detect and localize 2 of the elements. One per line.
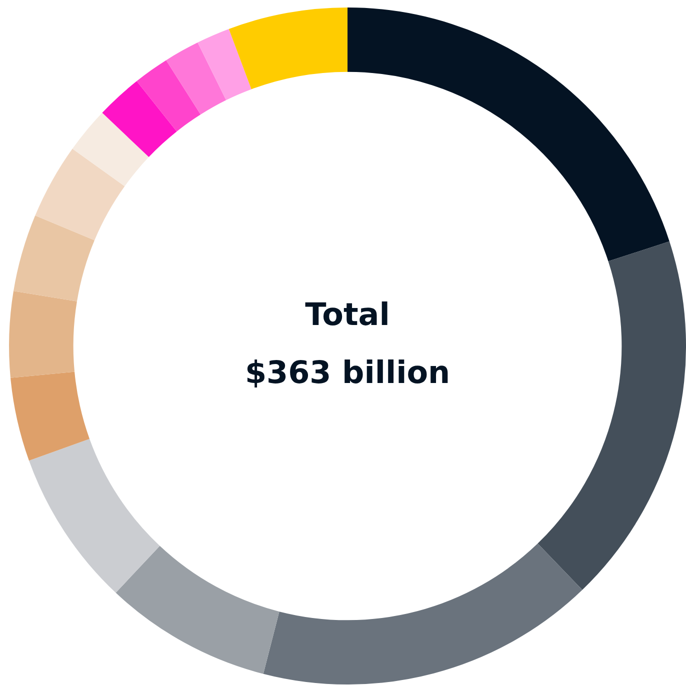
text: $363 billion: [244, 355, 450, 392]
text: Total: [305, 297, 390, 334]
